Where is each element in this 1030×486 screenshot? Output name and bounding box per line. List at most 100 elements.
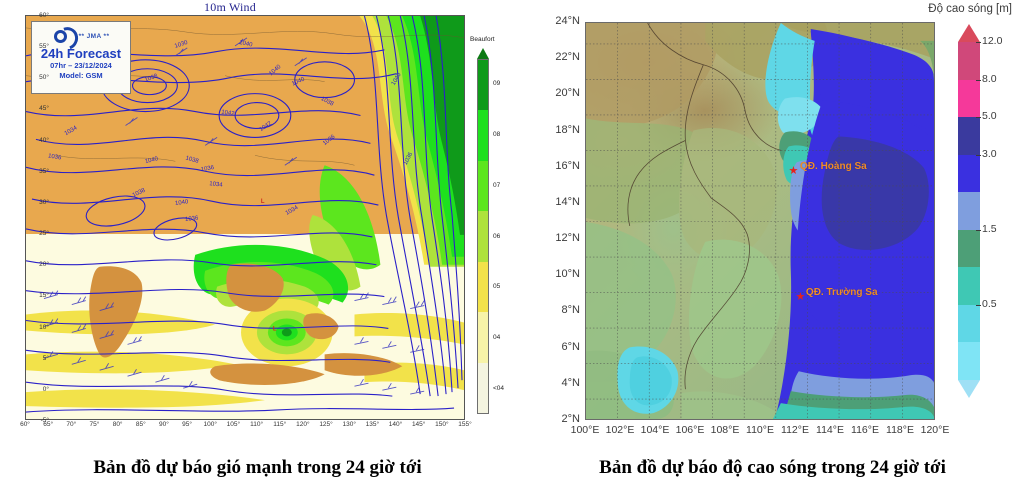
wave-segment: [958, 342, 980, 380]
wave-x-tick: 114°E: [816, 424, 844, 436]
beaufort-segment: [478, 362, 488, 413]
wind-y-tick: 45°: [39, 105, 49, 113]
svg-text:1038: 1038: [320, 96, 335, 108]
wind-x-tick: 125°: [319, 421, 333, 428]
svg-text:L: L: [261, 199, 265, 205]
wind-y-tick: 35°: [39, 167, 49, 175]
beaufort-colorbar-title: Beaufort: [470, 36, 495, 43]
wave-y-tick: 16°N: [555, 159, 580, 172]
wind-x-tick: 95°: [182, 421, 193, 428]
wave-tick: 1.5: [976, 222, 997, 235]
wave-colorbar-gradient: [958, 42, 980, 380]
beaufort-tick: 06: [493, 232, 501, 240]
wind-y-tick: 25°: [39, 230, 49, 238]
beaufort-colorbar: Beaufort 09 08 07 06 05 04 <04: [470, 36, 514, 433]
wave-colorbar-top-arrow: [958, 24, 980, 42]
hoang-sa-label: QĐ. Hoàng Sa: [800, 160, 867, 172]
wave-y-tick: 4°N: [561, 376, 580, 389]
wind-y-tick: 0°: [42, 385, 49, 393]
wave-tick: 8.0: [976, 72, 997, 85]
jma-logo-icon: [51, 23, 82, 54]
wind-x-tick: 140°: [388, 421, 403, 428]
wave-tick: 3.0: [976, 147, 997, 160]
wave-height-shading: [586, 23, 934, 419]
jma-agency-tag: ** JMA **: [78, 32, 110, 40]
wind-map-plot-area: 1030 1040 1038 1042 1040 1038 1036 1034 …: [25, 15, 465, 420]
wave-x-tick: 112°E: [781, 424, 809, 436]
wind-map-title: 10m Wind: [204, 0, 256, 14]
svg-text:1038: 1038: [144, 73, 159, 83]
wave-x-tick: 120°E: [920, 424, 950, 436]
svg-text:1030: 1030: [174, 40, 189, 50]
wave-segment: [958, 117, 980, 155]
beaufort-tick: 09: [493, 80, 501, 88]
wave-segment: [958, 229, 980, 268]
svg-text:1038: 1038: [185, 155, 200, 165]
wave-tick: 0.5: [976, 297, 997, 310]
wave-y-tick: 18°N: [555, 123, 580, 136]
beaufort-tick: 08: [493, 131, 501, 139]
svg-text:1036: 1036: [403, 151, 415, 166]
svg-text:1036: 1036: [70, 16, 84, 18]
wave-map-title: Độ cao sóng [m]: [928, 3, 1012, 15]
wave-x-tick: 106°E: [675, 424, 705, 436]
truong-sa-label: QĐ. Trường Sa: [805, 286, 878, 298]
wave-segment: [958, 79, 980, 118]
wave-segment: [958, 42, 980, 80]
beaufort-segment: [478, 160, 488, 212]
wave-y-tick: 10°N: [555, 268, 580, 281]
svg-text:1040: 1040: [144, 156, 159, 165]
wind-y-tick: 60°: [39, 12, 49, 19]
wind-y-tick: 5°: [42, 354, 49, 362]
beaufort-colorbar-arrow: [477, 48, 489, 59]
svg-text:1036: 1036: [48, 153, 63, 161]
wind-x-tick: 135°: [365, 421, 380, 428]
wave-x-tick: 116°E: [851, 424, 879, 436]
wave-x-tick: 102°E: [605, 424, 635, 436]
wind-x-tick: 110°: [250, 421, 264, 428]
wave-height-colorbar: 12.0 8.0 5.0 3.0 1.5 0.5: [952, 24, 1022, 424]
jma-forecast-legend: ** JMA ** 24h Forecast 07hr – 23/12/2024…: [31, 21, 131, 94]
wind-x-tick: 100°: [203, 421, 217, 428]
wind-x-tick: 75°: [89, 421, 100, 428]
wave-forecast-panel: Độ cao sóng [m]: [515, 0, 1030, 450]
wind-x-tick: 105°: [226, 421, 241, 428]
svg-text:1038: 1038: [132, 187, 147, 199]
wind-x-tick: 145°: [411, 421, 426, 428]
wind-x-tick: 85°: [135, 421, 146, 428]
forecast-valid-time: 07hr – 23/12/2024: [50, 61, 112, 70]
beaufort-tick: <04: [493, 384, 505, 392]
svg-text:1036: 1036: [185, 216, 200, 223]
wave-y-tick: 6°N: [561, 340, 580, 353]
wave-segment: [958, 192, 980, 230]
wind-x-tick: 115°: [273, 421, 287, 428]
wave-y-tick: 14°N: [555, 195, 580, 208]
left-caption: Bản đồ dự báo gió mạnh trong 24 giờ tới: [93, 457, 422, 478]
beaufort-segment: [478, 312, 488, 363]
wind-x-tick: 120°: [296, 421, 310, 428]
svg-text:1040: 1040: [175, 199, 190, 207]
right-caption: Bản đồ dự báo độ cao sóng trong 24 giờ t…: [599, 457, 946, 478]
beaufort-segment: [478, 211, 488, 262]
wind-x-tick: 90°: [159, 421, 169, 428]
forecast-headline: 24h Forecast: [40, 46, 122, 61]
wave-y-tick: 8°N: [561, 304, 580, 317]
wind-speed-shading: 1030 1040 1038 1042 1040 1038 1036 1034 …: [26, 16, 464, 413]
wave-x-tick: 108°E: [710, 424, 740, 436]
wind-x-tick: 150°: [435, 421, 449, 428]
wave-segment: [958, 154, 980, 193]
truong-sa-marker: ★: [795, 291, 806, 304]
forecast-model: Model: GSM: [59, 71, 103, 80]
wind-y-tick: -5°: [40, 417, 49, 424]
wave-x-tick: 118°E: [886, 424, 914, 436]
wind-y-tick: 55°: [39, 43, 49, 51]
wave-segment: [958, 267, 980, 305]
wind-y-tick: 20°: [39, 261, 49, 269]
wind-y-tick: 15°: [39, 292, 49, 300]
wind-y-tick: 10°: [39, 323, 49, 331]
svg-text:1036: 1036: [201, 165, 216, 173]
wind-y-tick: 50°: [39, 74, 49, 82]
wave-tick: 5.0: [976, 110, 997, 123]
svg-text:L: L: [273, 326, 277, 332]
